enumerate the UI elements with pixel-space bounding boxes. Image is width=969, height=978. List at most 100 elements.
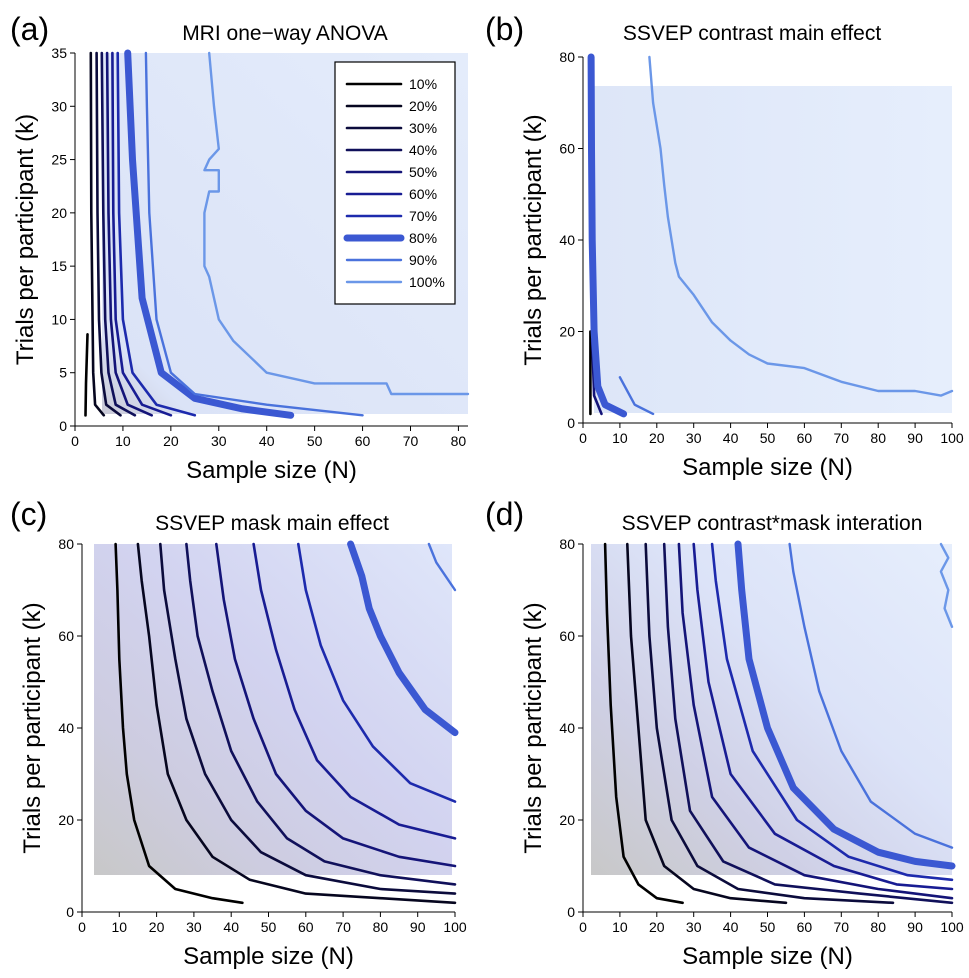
panel-letter: (b) [485, 11, 524, 47]
y-tick-label: 20 [559, 812, 575, 828]
contour-line-100pct [648, 55, 954, 397]
contour-line-50pct [215, 542, 457, 868]
panel-letter: (c) [10, 496, 47, 532]
panel-b-plot-area [594, 86, 952, 413]
contour-line-70pct [116, 51, 197, 417]
legend-label: 80% [409, 230, 437, 246]
contour-line-90pct [427, 542, 457, 592]
y-tick-label: 0 [567, 415, 575, 431]
x-tick-label: 20 [649, 430, 665, 446]
y-tick-label: 60 [559, 628, 575, 644]
y-tick-label: 40 [559, 232, 575, 248]
contour-line-10pct [603, 542, 684, 905]
x-axis-label: Sample size (N) [186, 457, 357, 484]
y-tick-label: 5 [59, 365, 67, 381]
contour-line-20pct [89, 51, 106, 417]
panel-letter: (d) [485, 496, 524, 532]
x-tick-label: 50 [307, 433, 323, 449]
legend-label: 100% [409, 274, 445, 290]
contour-line-60pct [692, 542, 954, 891]
x-tick-label: 90 [907, 430, 923, 446]
contour-line-70pct [296, 542, 457, 803]
x-axis-label: Sample size (N) [682, 943, 853, 970]
contour-line-80pct [587, 53, 628, 418]
x-tick-label: 40 [723, 919, 739, 935]
y-tick-label: 80 [559, 49, 575, 65]
contour-line-50pct [677, 542, 954, 900]
x-tick-label: 10 [112, 919, 128, 935]
x-tick-label: 30 [686, 430, 702, 446]
legend-label: 90% [409, 252, 437, 268]
y-tick-label: 0 [59, 418, 67, 434]
panel-c: (c) SSVEP mask main effect 0 10 20 30 40 50 60 70… [10, 496, 467, 970]
x-tick-label: 80 [870, 919, 886, 935]
x-tick-label: 100 [443, 919, 467, 935]
contour-line-40pct [100, 51, 137, 417]
x-tick-label: 30 [186, 919, 202, 935]
x-tick-label: 20 [649, 919, 665, 935]
contour-line-50pct [105, 51, 153, 417]
y-tick-label: 80 [559, 536, 575, 552]
contour-line-10pct [114, 542, 244, 905]
x-tick-label: 20 [149, 919, 165, 935]
legend-label: 20% [409, 98, 437, 114]
y-tick-label: 35 [51, 45, 67, 61]
contour-line-40pct [185, 542, 457, 886]
y-tick-label: 40 [559, 720, 575, 736]
x-tick-label: 50 [261, 919, 277, 935]
y-axis-label: Trials per participant (k) [12, 114, 39, 365]
legend-label: 30% [409, 120, 437, 136]
x-tick-label: 90 [907, 919, 923, 935]
x-tick-label: 90 [410, 919, 426, 935]
x-tick-label: 80 [451, 433, 467, 449]
contour-line-90pct [788, 542, 954, 849]
x-tick-label: 80 [870, 430, 886, 446]
x-tick-label: 0 [78, 919, 86, 935]
legend-label: 70% [409, 208, 437, 224]
panel-d: (d) SSVEP contrast*mask interation 0 10 20 30… [485, 496, 964, 970]
x-tick-label: 80 [373, 919, 389, 935]
panel-a: (a) MRI one−way ANOVA 0 10 20 30 40 50 60 70 80 0 5 1… [10, 11, 470, 484]
contour-line-80pct [734, 540, 956, 870]
panel-title: SSVEP contrast*mask interation [622, 512, 923, 535]
panel-title: SSVEP contrast main effect [623, 22, 882, 45]
contour-line-90pct [618, 376, 655, 416]
y-tick-label: 0 [567, 904, 575, 920]
y-tick-label: 15 [51, 258, 67, 274]
x-tick-label: 50 [760, 430, 776, 446]
x-tick-label: 40 [723, 430, 739, 446]
contour-line-30pct [95, 51, 122, 417]
legend-label: 10% [409, 76, 437, 92]
contour-line-60pct [111, 51, 173, 417]
y-tick-label: 10 [51, 311, 67, 327]
contour-line-90pct [144, 51, 364, 417]
contour-line-30pct [159, 542, 457, 895]
x-tick-label: 0 [579, 919, 587, 935]
x-axis-label: Sample size (N) [183, 943, 354, 970]
y-tick-label: 60 [559, 141, 575, 157]
x-tick-label: 10 [612, 919, 628, 935]
contour-line-20pct [136, 542, 457, 905]
x-tick-label: 60 [797, 430, 813, 446]
y-tick-label: 0 [66, 904, 74, 920]
panel-letter: (a) [10, 11, 49, 47]
contour-line-60pct [252, 542, 457, 840]
contour-line-100pct [203, 51, 470, 396]
x-tick-label: 70 [403, 433, 419, 449]
x-tick-label: 100 [940, 919, 964, 935]
x-tick-label: 30 [686, 919, 702, 935]
y-tick-label: 25 [51, 152, 67, 168]
panel-b: (b) SSVEP contrast main effect 0 10 20 30 40 50… [485, 11, 964, 481]
contour-line-100pct [939, 542, 954, 628]
legend-box [334, 61, 456, 305]
x-tick-label: 20 [163, 433, 179, 449]
panel-title: SSVEP mask main effect [155, 512, 389, 535]
x-tick-label: 10 [612, 430, 628, 446]
y-axis-label: Trials per participant (k) [520, 114, 547, 365]
y-tick-label: 30 [51, 98, 67, 114]
contour-line-30pct [644, 542, 895, 905]
panel-title: MRI one−way ANOVA [182, 22, 388, 45]
contour-line-80pct [347, 540, 459, 737]
x-tick-label: 70 [834, 919, 850, 935]
legend-label: 40% [409, 142, 437, 158]
